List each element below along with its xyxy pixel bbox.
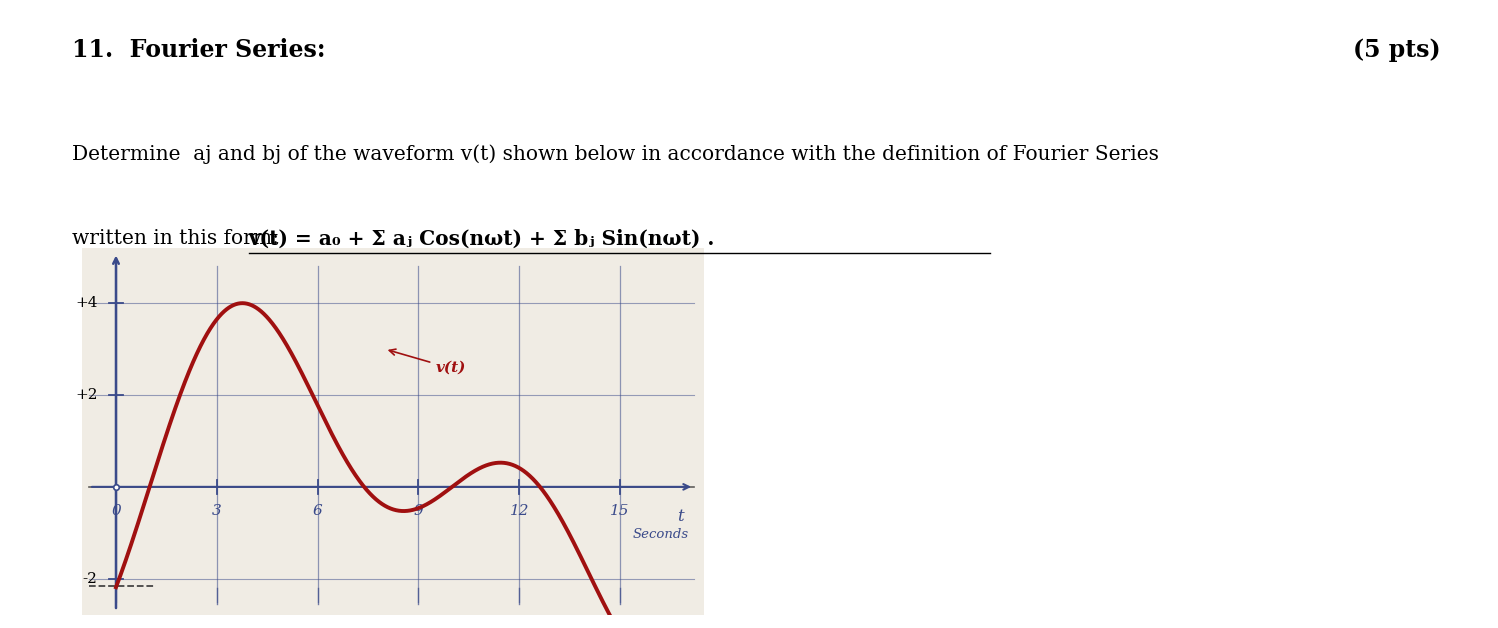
Text: +4: +4: [75, 296, 97, 310]
Text: t: t: [677, 507, 685, 524]
Text: 15: 15: [610, 504, 629, 518]
Text: 3: 3: [211, 504, 222, 518]
Text: -2: -2: [82, 571, 97, 586]
Text: Determine  aj and bj of the waveform v(t) shown below in accordance with the def: Determine aj and bj of the waveform v(t)…: [72, 144, 1159, 164]
Text: v(t): v(t): [389, 349, 466, 375]
Text: 12: 12: [509, 504, 529, 518]
Text: (5 pts): (5 pts): [1354, 38, 1441, 62]
Text: 11.  Fourier Series:: 11. Fourier Series:: [72, 38, 325, 62]
Text: 6: 6: [313, 504, 322, 518]
Text: v(t) = a₀ + Σ aⱼ Cos(nωt) + Σ bⱼ Sin(nωt) .: v(t) = a₀ + Σ aⱼ Cos(nωt) + Σ bⱼ Sin(nωt…: [249, 229, 715, 249]
Text: written in this form:: written in this form:: [72, 229, 292, 248]
Text: 0: 0: [111, 504, 121, 518]
Text: 9: 9: [413, 504, 424, 518]
Text: Seconds: Seconds: [632, 528, 689, 541]
Text: +2: +2: [75, 388, 97, 402]
